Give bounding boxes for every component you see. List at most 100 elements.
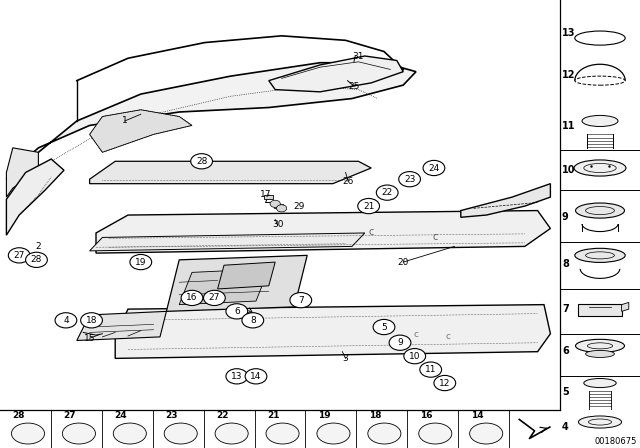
Ellipse shape	[317, 423, 350, 444]
Text: 5: 5	[381, 323, 387, 332]
Polygon shape	[90, 161, 371, 184]
Text: 24: 24	[428, 164, 440, 172]
Circle shape	[26, 252, 47, 267]
Ellipse shape	[586, 350, 614, 358]
Ellipse shape	[113, 423, 147, 444]
Circle shape	[270, 200, 280, 207]
Circle shape	[420, 362, 442, 377]
Polygon shape	[179, 269, 269, 305]
Ellipse shape	[164, 423, 197, 444]
Text: 27: 27	[209, 293, 220, 302]
Polygon shape	[115, 305, 550, 358]
Text: 12: 12	[562, 70, 575, 80]
Text: c: c	[413, 330, 419, 339]
Polygon shape	[166, 255, 307, 311]
Bar	[579, 304, 621, 316]
Circle shape	[81, 313, 102, 328]
Text: 10: 10	[409, 352, 420, 361]
Text: 15: 15	[84, 334, 95, 343]
Text: 5: 5	[562, 387, 569, 396]
Text: 29: 29	[294, 202, 305, 211]
Text: 8: 8	[250, 316, 255, 325]
Text: c: c	[381, 328, 387, 337]
Text: 9: 9	[397, 338, 403, 347]
Text: 8: 8	[562, 259, 569, 269]
Text: 18: 18	[86, 316, 97, 325]
Ellipse shape	[12, 423, 45, 444]
Text: 6: 6	[562, 346, 569, 356]
Polygon shape	[621, 302, 629, 311]
Ellipse shape	[215, 423, 248, 444]
Text: 13: 13	[231, 372, 243, 381]
Text: 14: 14	[250, 372, 262, 381]
Circle shape	[423, 160, 445, 176]
Circle shape	[245, 369, 267, 384]
Circle shape	[389, 335, 411, 350]
Polygon shape	[269, 56, 403, 92]
Text: 19: 19	[135, 258, 147, 267]
Text: c: c	[433, 233, 438, 242]
Circle shape	[376, 185, 398, 200]
Circle shape	[276, 205, 287, 212]
Ellipse shape	[368, 423, 401, 444]
Text: 23: 23	[166, 411, 178, 420]
Circle shape	[358, 198, 380, 214]
Text: 6: 6	[234, 307, 239, 316]
Circle shape	[290, 293, 312, 308]
Text: 7: 7	[562, 304, 569, 314]
Polygon shape	[6, 148, 38, 197]
Text: 00180675: 00180675	[595, 437, 637, 446]
Polygon shape	[90, 110, 192, 152]
Text: 4: 4	[63, 316, 68, 325]
Text: c: c	[369, 227, 374, 237]
Ellipse shape	[575, 248, 625, 263]
Text: 22: 22	[381, 188, 393, 197]
Text: 21: 21	[268, 411, 280, 420]
Text: 9: 9	[562, 212, 569, 222]
Polygon shape	[6, 63, 416, 179]
Ellipse shape	[579, 416, 621, 428]
Ellipse shape	[575, 339, 625, 353]
Text: 28: 28	[31, 255, 42, 264]
Circle shape	[130, 254, 152, 270]
Text: 10: 10	[562, 165, 575, 175]
Text: 31: 31	[353, 52, 364, 60]
Ellipse shape	[266, 423, 299, 444]
Polygon shape	[90, 233, 365, 251]
Text: 27: 27	[13, 251, 25, 260]
Ellipse shape	[574, 160, 626, 176]
Text: 16: 16	[186, 293, 198, 302]
Bar	[274, 204, 283, 208]
Ellipse shape	[584, 379, 616, 388]
Text: 7: 7	[298, 296, 303, 305]
Polygon shape	[96, 211, 550, 253]
Text: 20: 20	[397, 258, 409, 267]
Polygon shape	[6, 159, 64, 235]
Ellipse shape	[419, 423, 452, 444]
Ellipse shape	[575, 203, 625, 218]
Text: 26: 26	[342, 177, 354, 186]
Polygon shape	[461, 184, 550, 217]
Circle shape	[373, 319, 395, 335]
Text: 30: 30	[272, 220, 284, 229]
Text: 13: 13	[562, 28, 575, 38]
Text: 12: 12	[439, 379, 451, 388]
Text: 28: 28	[196, 157, 207, 166]
Polygon shape	[77, 311, 166, 340]
Ellipse shape	[470, 423, 503, 444]
Text: 16: 16	[420, 411, 433, 420]
Text: 11: 11	[562, 121, 575, 131]
Text: 23: 23	[404, 175, 415, 184]
Circle shape	[191, 154, 212, 169]
Ellipse shape	[62, 423, 95, 444]
Circle shape	[226, 369, 248, 384]
Text: 19: 19	[318, 411, 331, 420]
Text: 1: 1	[122, 116, 127, 125]
Circle shape	[181, 290, 203, 306]
Ellipse shape	[582, 116, 618, 126]
Circle shape	[434, 375, 456, 391]
Text: 4: 4	[562, 422, 569, 432]
Text: 2: 2	[36, 242, 41, 251]
Circle shape	[399, 172, 420, 187]
Bar	[264, 195, 273, 199]
